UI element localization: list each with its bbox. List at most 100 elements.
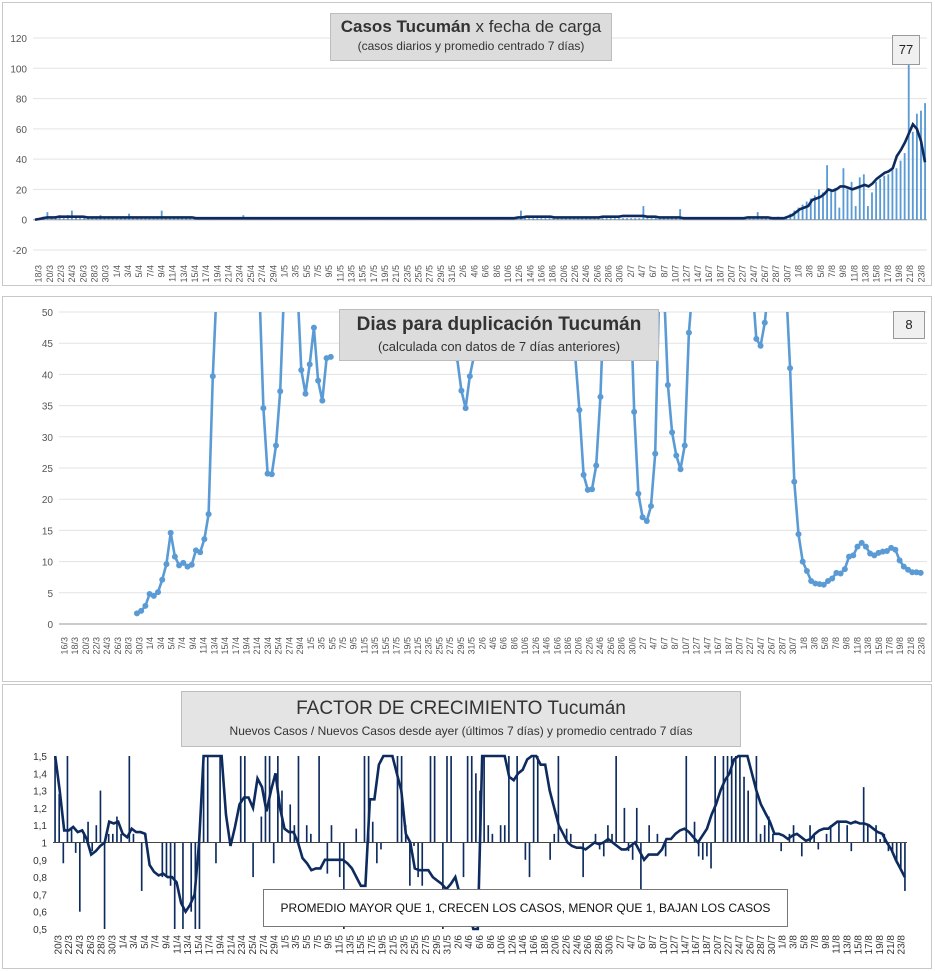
- cases-daily-bar: [79, 218, 81, 220]
- chart-growth-title: FACTOR DE CRECIMIENTO: [296, 698, 543, 719]
- doubling-xtick-label: 15/8: [874, 637, 884, 655]
- cases-daily-bar: [540, 218, 543, 220]
- growth-xtick-label: 1/5: [280, 935, 291, 949]
- growth-xtick-label: 30/7: [767, 935, 778, 955]
- doubling-xtick-label: 29/4: [295, 637, 305, 655]
- growth-factor-bar: [623, 807, 626, 843]
- cases-ytick-label: 20: [16, 185, 28, 196]
- growth-xtick-label: 18/7: [702, 935, 713, 955]
- cases-xtick-label: 17/4: [201, 265, 211, 283]
- cases-daily-bar: [164, 218, 167, 220]
- doubling-point: [761, 319, 768, 326]
- growth-xtick-label: 24/7: [734, 935, 745, 955]
- growth-factor-bar: [813, 833, 815, 843]
- doubling-xtick-label: 10/7: [681, 637, 691, 655]
- growth-factor-bar: [730, 756, 733, 843]
- growth-xtick-label: 7/8: [810, 935, 821, 949]
- growth-xtick-label: 5/8: [799, 935, 810, 949]
- doubling-point: [837, 570, 844, 577]
- growth-factor-bar: [252, 842, 254, 878]
- growth-factor-bar: [132, 833, 135, 843]
- cases-daily-bar: [883, 175, 886, 220]
- doubling-xtick-label: 12/6: [531, 637, 541, 655]
- chart-growth-title-box: FACTOR DE CRECIMIENTO Tucumán Nuevos Cas…: [181, 691, 741, 747]
- cases-daily-bar: [671, 218, 673, 220]
- doubling-xtick-label: 17/4: [231, 637, 241, 655]
- growth-factor-bar: [310, 833, 312, 843]
- cases-daily-bar: [622, 218, 624, 220]
- growth-factor-bar: [120, 833, 122, 843]
- growth-xtick-label: 27/5: [421, 935, 432, 955]
- growth-factor-bar: [297, 756, 300, 843]
- growth-xtick-label: 25/5: [410, 935, 421, 955]
- doubling-xtick-label: 11/8: [852, 637, 862, 654]
- doubling-point: [635, 490, 642, 497]
- cases-xtick-label: 24/7: [749, 265, 759, 283]
- growth-factor-bar: [825, 833, 828, 843]
- growth-factor-bar: [99, 790, 102, 843]
- doubling-ytick-label: 0: [47, 620, 53, 631]
- cases-xtick-label: 21/8: [905, 265, 915, 283]
- growth-factor-bar: [693, 821, 696, 843]
- growth-ytick-label: 0,9: [33, 856, 47, 867]
- cases-xtick-label: 28/3: [89, 265, 99, 283]
- cases-xtick-label: 8/6: [492, 265, 502, 278]
- doubling-xtick-label: 26/6: [606, 637, 616, 655]
- cases-daily-bar: [160, 210, 163, 220]
- doubling-xtick-label: 30/3: [134, 637, 144, 655]
- cases-daily-bar: [556, 218, 559, 220]
- cases-ytick-label: -20: [13, 246, 28, 257]
- growth-factor-bar: [78, 842, 81, 912]
- cases-daily-bar: [675, 218, 677, 220]
- doubling-xtick-label: 3/8: [809, 637, 819, 650]
- growth-xtick-label: 30/3: [107, 935, 118, 955]
- doubling-xtick-label: 31/5: [467, 637, 477, 655]
- doubling-xtick-label: 12/7: [692, 637, 702, 655]
- doubling-xtick-label: 4/6: [488, 637, 498, 650]
- doubling-xtick-label: 1/5: [306, 637, 316, 650]
- cases-ytick-label: 100: [10, 64, 27, 75]
- doubling-point: [854, 543, 861, 550]
- cases-daily-bar: [601, 218, 604, 220]
- cases-daily-bar: [124, 218, 126, 220]
- growth-xtick-label: 10/7: [659, 935, 670, 955]
- doubling-point: [664, 382, 671, 389]
- growth-xtick-label: 15/4: [194, 935, 205, 955]
- cases-xtick-label: 27/5: [425, 265, 435, 283]
- cases-daily-bar: [532, 218, 535, 220]
- cases-xtick-label: 30/6: [615, 265, 625, 283]
- cases-xtick-label: 7/4: [145, 265, 155, 278]
- growth-factor-bar: [70, 828, 73, 843]
- cases-daily-bar: [646, 218, 649, 220]
- growth-factor-bar: [800, 842, 803, 857]
- cases-xtick-label: 18/7: [715, 265, 725, 283]
- doubling-point: [648, 503, 655, 510]
- cases-daily-bar: [915, 113, 918, 220]
- cases-xtick-label: 13/4: [179, 265, 189, 283]
- growth-factor-bar: [846, 825, 849, 843]
- chart-growth-subtitle: Nuevos Casos / Nuevos Casos desde ayer (…: [229, 724, 693, 738]
- cases-daily-bar: [536, 218, 539, 220]
- cases-xtick-label: 28/6: [604, 265, 614, 283]
- cases-daily-bar: [520, 210, 522, 220]
- doubling-point: [757, 342, 764, 349]
- growth-factor-bar: [635, 807, 638, 843]
- chart-growth-factor: 1,5 1,4 1,3 1,2 1,1 1 0,9 0,8 0,7 0,6 0,5 20/3 22/3 2…: [2, 684, 932, 969]
- cases-ytick-label: 60: [16, 125, 28, 136]
- doubling-xtick-label: 25/4: [274, 637, 284, 655]
- growth-factor-bar: [763, 825, 766, 843]
- growth-xtick-label: 6/6: [475, 935, 486, 949]
- chart-cases: 120 100 80 60 40 20 0 -20 18/3 20/3 22/3 24/3 26/3 28…: [2, 2, 932, 286]
- doubling-xtick-label: 14/7: [702, 637, 712, 655]
- cases-daily-bar: [83, 218, 86, 220]
- growth-factor-bar: [330, 825, 333, 843]
- doubling-point: [138, 607, 145, 614]
- growth-xtick-label: 11/4: [172, 935, 183, 954]
- growth-factor-bar: [631, 842, 634, 860]
- cases-xtick-label: 2/6: [458, 265, 468, 278]
- doubling-point: [858, 539, 865, 546]
- doubling-xtick-label: 26/3: [113, 637, 123, 655]
- growth-xtick-label: 15/8: [853, 935, 864, 955]
- cases-xtick-label: 26/7: [760, 265, 770, 283]
- doubling-point: [597, 393, 604, 400]
